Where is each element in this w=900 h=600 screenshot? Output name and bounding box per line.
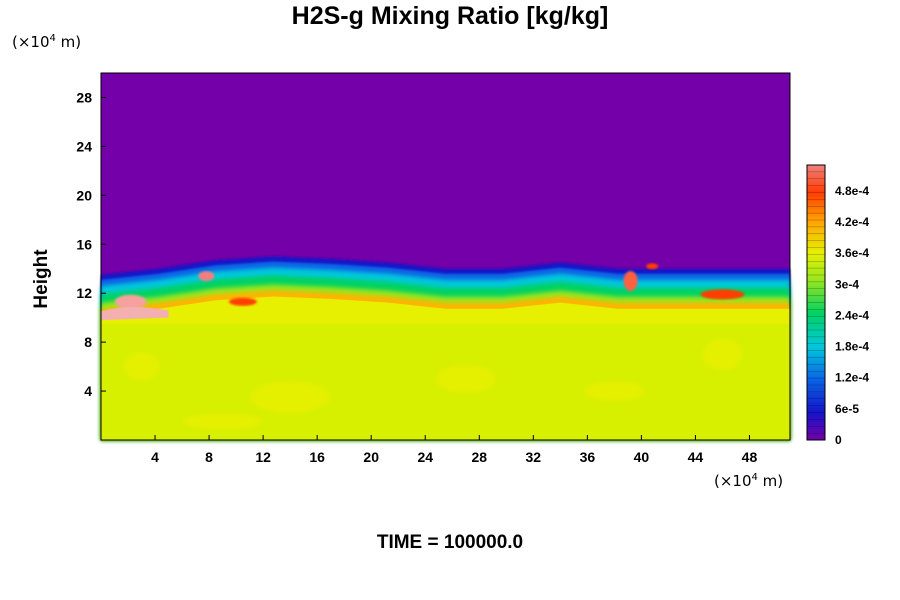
- colorbar-label: 2.4e-4: [835, 308, 869, 322]
- plot-frame: [100, 72, 791, 441]
- y-axis-units: (×104 m): [12, 33, 82, 51]
- high-value-patch: [646, 263, 659, 270]
- x-tick-label: 4: [151, 449, 159, 465]
- y-tick-label: 28: [76, 89, 92, 105]
- high-value-patch: [114, 294, 147, 309]
- y-tick-label: 4: [84, 383, 92, 399]
- high-value-patch: [101, 306, 169, 321]
- y-axis-label: Height: [31, 249, 52, 309]
- lower-swirl: [182, 413, 263, 430]
- y-tick-label: 20: [76, 187, 92, 203]
- lower-swirl: [250, 381, 331, 414]
- high-value-patch: [228, 297, 257, 306]
- chart-title: H2S-g Mixing Ratio [kg/kg]: [291, 2, 609, 30]
- x-tick-label: 28: [471, 449, 487, 465]
- x-tick-label: 48: [742, 449, 758, 465]
- time-label: TIME = 100000.0: [376, 532, 524, 553]
- lower-swirl: [702, 338, 743, 371]
- x-tick-label: 20: [363, 449, 379, 465]
- x-axis-units: (×104 m): [714, 472, 784, 490]
- y-tick-label: 12: [76, 285, 92, 301]
- colorbar-label: 1.8e-4: [835, 340, 869, 354]
- x-tick-label: 36: [580, 449, 596, 465]
- x-tick-label: 12: [255, 449, 271, 465]
- x-tick-label: 8: [205, 449, 213, 465]
- colorbar-label: 3e-4: [835, 277, 859, 291]
- colorbar-label: 0: [835, 433, 842, 447]
- colorbar: 0 6e-5 1.2e-4 1.8e-4 2.4e-4 3e-4 3.6e-4 4.2e-4 4…: [806, 164, 869, 447]
- colorbar-label: 6e-5: [835, 402, 859, 416]
- y-tick-label: 16: [76, 236, 92, 252]
- lower-swirl: [123, 352, 160, 381]
- high-value-patch: [700, 289, 745, 300]
- x-tick-label: 24: [417, 449, 433, 465]
- lower-swirl: [435, 364, 496, 393]
- colorbar-label: 4.8e-4: [835, 184, 869, 198]
- colorbar-label: 4.2e-4: [835, 215, 869, 229]
- x-tick-label: 16: [309, 449, 325, 465]
- high-value-patch: [198, 271, 215, 282]
- y-tick-label: 8: [84, 334, 92, 350]
- heatmap-field: [100, 72, 791, 441]
- x-tick-label: 44: [688, 449, 704, 465]
- x-tick-label: 40: [634, 449, 650, 465]
- y-tick-label: 24: [76, 138, 92, 154]
- colorbar-label: 3.6e-4: [835, 246, 869, 260]
- colorbar-label: 1.2e-4: [835, 371, 869, 385]
- lower-swirl: [584, 381, 645, 402]
- high-value-patch: [623, 270, 638, 291]
- x-tick-label: 32: [526, 449, 542, 465]
